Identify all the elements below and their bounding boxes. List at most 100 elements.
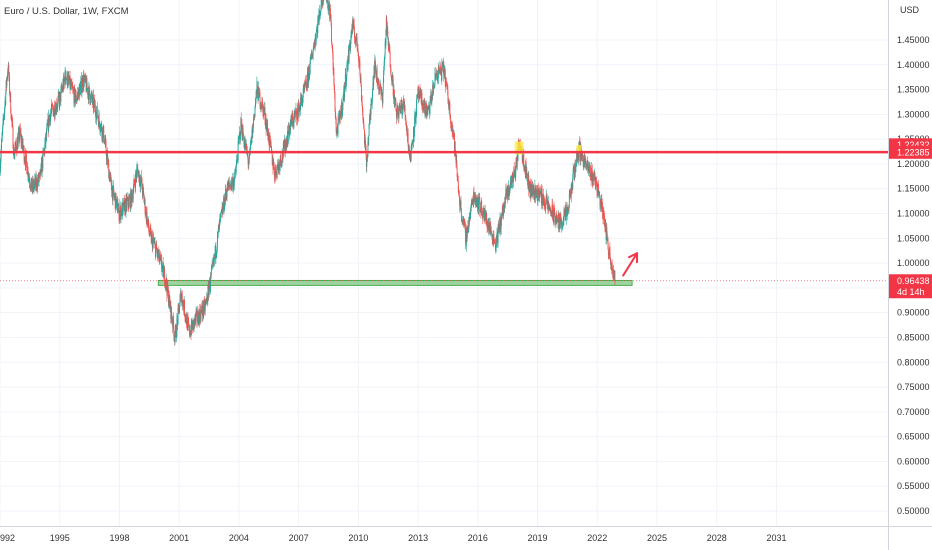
candle-body [494, 242, 496, 243]
candle-body [19, 127, 21, 134]
candle-body [308, 72, 310, 83]
candle-body [204, 300, 205, 302]
candle-body [383, 58, 385, 67]
candle-body [573, 166, 575, 172]
candle-body [311, 54, 313, 58]
x-tick-label: 2001 [169, 533, 189, 543]
currency-label: USD [900, 5, 920, 15]
candle-body [187, 317, 189, 321]
candle-body [601, 197, 603, 204]
candle-body [414, 115, 416, 133]
candle-body [606, 227, 607, 241]
candle-body [210, 270, 212, 276]
candle-body [555, 220, 557, 222]
candle-body [609, 247, 611, 258]
candle-body [468, 216, 470, 225]
candle-body [22, 138, 24, 150]
candle-body [443, 61, 445, 77]
candle-body [396, 115, 398, 120]
candle-body [511, 173, 513, 189]
candle-body [96, 111, 97, 120]
candle-body [466, 232, 468, 242]
candle-body [568, 193, 570, 209]
candle-body [18, 130, 20, 142]
candle-body [574, 163, 576, 173]
candle-body [539, 190, 540, 199]
candle-body [355, 40, 357, 42]
candle-body [38, 173, 40, 179]
candle-body [334, 110, 336, 118]
candle-body [473, 191, 475, 203]
candle-body [514, 173, 516, 175]
candle-body [79, 84, 81, 87]
candle-body [115, 193, 117, 208]
candle-body [575, 162, 577, 172]
y-tick-label: 0.75000 [897, 382, 930, 392]
candle-body [490, 222, 491, 233]
candle-body [143, 194, 145, 203]
candle-body [328, 2, 330, 7]
candle-body [380, 84, 382, 90]
candle-body [452, 128, 454, 134]
candle-body [575, 162, 577, 164]
candle-body [599, 200, 601, 207]
candle-body [422, 103, 424, 112]
candle-body [354, 31, 355, 38]
candle-body [89, 87, 91, 96]
candle-body [153, 242, 155, 244]
candle-body [302, 97, 304, 100]
candle-body [602, 213, 604, 220]
candle-body [363, 127, 365, 130]
candle-body [438, 69, 440, 73]
candle-body [258, 88, 260, 96]
candle-body [410, 146, 412, 161]
candle-body [478, 200, 480, 210]
candle-body [409, 150, 411, 162]
candle-body [427, 105, 429, 109]
highlight-layer [514, 141, 582, 155]
candle-body [485, 210, 486, 220]
candle-body [332, 47, 334, 54]
candle-body [204, 305, 206, 312]
candle-body [144, 199, 146, 214]
candle-body [6, 77, 8, 78]
candle-body [337, 118, 339, 135]
candle-body [80, 81, 82, 86]
candle-body [200, 310, 202, 321]
candle-body [472, 199, 474, 204]
candle-body [457, 180, 459, 192]
candle-body [411, 144, 413, 150]
candle-body [39, 172, 41, 174]
candle-body [264, 107, 266, 121]
candle-body [375, 64, 377, 71]
candle-body [171, 321, 173, 323]
candle-body [130, 190, 132, 208]
candle-body [336, 128, 338, 134]
candle-body [399, 103, 401, 105]
candle-body [505, 189, 507, 200]
candle-body [174, 337, 176, 341]
candle-body [73, 90, 74, 92]
candle-body [393, 89, 395, 106]
candle-body [263, 110, 265, 112]
candle-body [184, 315, 186, 317]
candle-body [395, 100, 397, 109]
candle-body [586, 163, 588, 169]
candle-body [114, 196, 115, 198]
candle-body [192, 320, 194, 331]
candle-body [70, 83, 72, 87]
candle-body [180, 290, 182, 302]
candle-body [549, 206, 551, 209]
candle-body [481, 211, 483, 219]
candle-body [260, 105, 262, 108]
candle-body [261, 100, 263, 109]
candle-body [224, 197, 226, 209]
candle-body [322, 0, 324, 5]
y-tick-label: 1.20000 [897, 159, 930, 169]
candle-body [447, 102, 449, 104]
candle-body [30, 182, 32, 189]
candle-body [16, 145, 17, 151]
candle-body [291, 115, 293, 126]
candle-body [592, 174, 594, 182]
candle-body [410, 160, 412, 162]
